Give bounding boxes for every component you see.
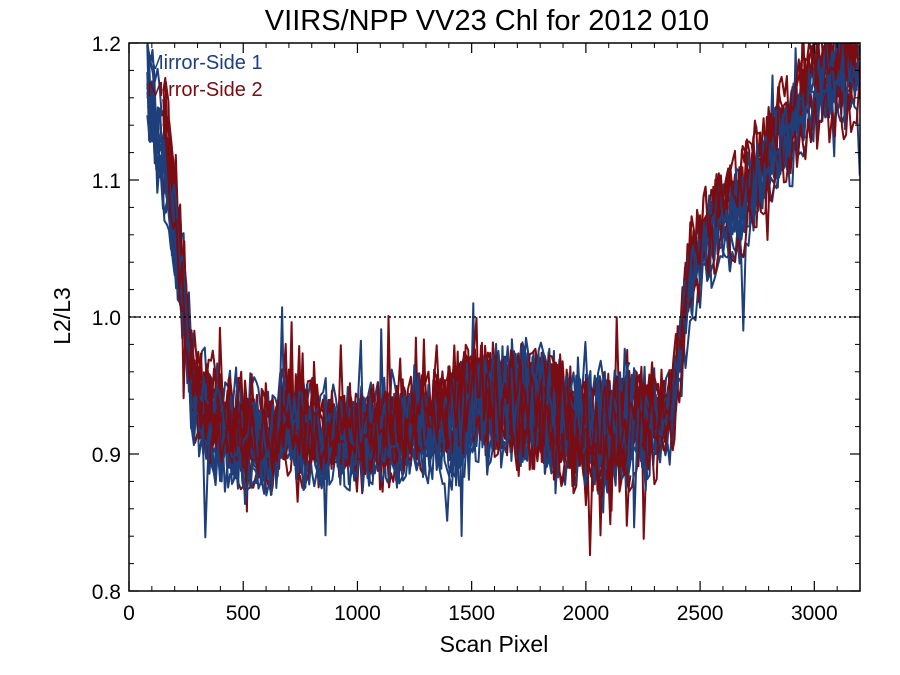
x-tick-label: 0 <box>123 602 135 625</box>
series-line <box>162 43 859 488</box>
x-tick-label: 1500 <box>448 602 495 625</box>
y-tick-label: 1.1 <box>92 170 121 193</box>
x-tick-label: 1000 <box>334 602 381 625</box>
y-tick-label: 1.2 <box>92 33 121 56</box>
x-tick-label: 3000 <box>791 602 838 625</box>
x-axis-label: Scan Pixel <box>440 631 549 657</box>
x-tick-label: 2500 <box>677 602 724 625</box>
legend-entry: Mirror-Side 1 <box>147 52 263 74</box>
x-tick-label: 2000 <box>563 602 610 625</box>
x-tick-label: 500 <box>226 602 261 625</box>
y-tick-label: 0.8 <box>92 581 121 604</box>
ticks-layer: 0 500 1000 1500 2000 2500 3000 0.8 0.9 1.0 1.1 1.2 <box>92 33 860 625</box>
legend: Mirror-Side 1 Mirror-Side 2 <box>147 52 263 101</box>
legend-entry: Mirror-Side 2 <box>147 79 263 101</box>
y-axis-label: L2/L3 <box>49 287 75 345</box>
series-line <box>146 43 860 537</box>
y-tick-label: 1.0 <box>92 307 121 330</box>
chart-title: VIIRS/NPP VV23 Chl for 2012 010 <box>265 5 709 37</box>
series-layer <box>146 43 860 557</box>
y-tick-label: 0.9 <box>92 444 121 467</box>
